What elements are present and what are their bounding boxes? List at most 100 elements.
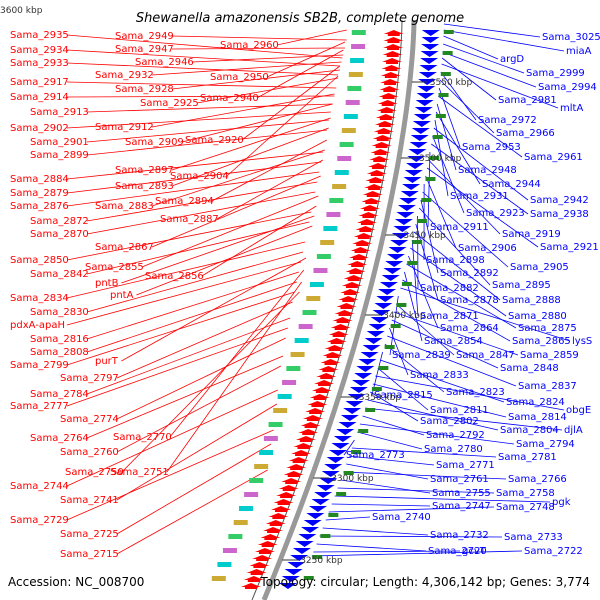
rna-feature [378,366,389,370]
forward-gene-label: Sama_2850 [10,255,69,266]
forward-gene-arrow [316,373,337,379]
reverse-gene-arrow [409,142,428,148]
forward-gene-arrow [311,387,332,393]
reverse-gene-arrow [400,191,419,197]
forward-gene-label: Sama_2940 [200,93,259,104]
reverse-leader-line [348,455,435,466]
feature-block [263,436,278,441]
forward-gene-label: Sama_2932 [95,70,154,81]
rna-feature [401,282,412,286]
feature-block [332,184,347,189]
reverse-gene-arrow [374,303,393,309]
rna-feature [328,513,339,517]
tick-label: 3450 kbp [403,231,446,241]
reverse-gene-label: Sama_2839 [392,350,451,361]
forward-gene-label: Sama_2899 [30,150,89,161]
reverse-gene-arrow [303,520,322,526]
forward-gene-arrow [358,212,379,218]
reverse-gene-label: Sama_2942 [530,195,589,206]
feature-block [259,450,274,455]
forward-gene-label: Sama_2887 [160,214,219,225]
backbone [251,19,417,600]
tick-label: 3250 kbp [300,556,343,566]
feature-block [341,128,356,133]
forward-gene-arrow [243,576,264,582]
reverse-gene-arrow [415,100,434,106]
forward-gene-arrow [268,513,289,519]
reverse-gene-label: Sama_2961 [524,152,583,163]
forward-gene-label: Sama_2960 [220,40,279,51]
reverse-leader-line [425,175,457,249]
feature-block [244,492,259,497]
forward-gene-arrow [265,520,286,526]
reverse-leader-line [359,423,515,445]
reverse-leader-line [325,516,371,521]
reverse-gene-label: Sama_2911 [430,222,489,233]
forward-leader-line [121,257,307,362]
forward-gene-arrow [361,198,382,204]
reverse-gene-label: Sama_2953 [462,142,521,153]
feature-block [211,576,226,581]
forward-gene-label: Sama_2729 [10,515,69,526]
forward-gene-arrow [281,478,302,484]
feature-block [298,324,313,329]
rna-feature [407,261,418,265]
feature-block [222,548,237,553]
feature-block [282,380,297,385]
forward-leader-line [171,117,331,171]
reverse-gene-arrow [396,212,415,218]
rna-feature [442,51,453,55]
rna-feature [429,156,440,160]
reverse-gene-label: Sama_2981 [498,95,557,106]
reverse-gene-arrow [306,513,325,519]
reverse-gene-arrow [364,338,383,344]
forward-gene-arrow [263,527,284,533]
forward-gene-arrow [372,135,393,141]
forward-gene-arrow [252,555,273,561]
forward-gene-label: Sama_2774 [60,414,119,425]
reverse-gene-label: Sama_2804 [500,425,559,436]
feature-block [316,254,331,259]
rna-feature [371,387,382,391]
reverse-gene-arrow [362,345,381,351]
feature-block [313,268,328,273]
reverse-gene-label: Sama_2732 [430,530,489,541]
forward-leader-line [66,34,343,59]
reverse-gene-label: Sama_2740 [372,512,431,523]
reverse-gene-arrow [412,121,431,127]
backbone-inner-arc [251,19,403,600]
reverse-gene-arrow [290,555,309,561]
forward-leader-line [66,211,312,261]
reverse-gene-label: Sama_2906 [458,243,517,254]
reverse-gene-arrow [420,58,439,64]
reverse-gene-arrow [399,198,418,204]
reverse-gene-arrow [372,310,391,316]
feature-block [233,520,248,525]
forward-gene-arrow [362,191,383,197]
forward-gene-label: pdxA-apaH [10,320,65,331]
forward-gene-label: Sama_2867 [95,242,154,253]
forward-gene-label: Sama_2750 [65,467,124,478]
reverse-gene-arrow [411,128,430,134]
reverse-leader-line [346,463,429,480]
forward-gene-label: Sama_2799 [10,360,69,371]
rna-feature [358,429,369,433]
forward-gene-label: Sama_2725 [60,529,119,540]
feature-block [348,72,363,77]
reverse-gene-arrow [349,387,368,393]
reverse-leader-line [365,407,563,431]
feature-block [217,562,232,567]
feature-block [268,422,283,427]
reverse-gene-arrow [421,37,440,43]
reverse-gene-label: Sama_2871 [420,311,479,322]
reverse-leader-line [343,439,355,456]
reverse-leader-line [428,159,501,235]
reverse-leader-line [322,527,429,536]
reverse-leader-line [420,199,439,274]
reverse-gene-arrow [345,401,364,407]
forward-leader-line [86,103,333,113]
reverse-gene-arrow [397,205,416,211]
forward-leader-line [86,271,300,340]
